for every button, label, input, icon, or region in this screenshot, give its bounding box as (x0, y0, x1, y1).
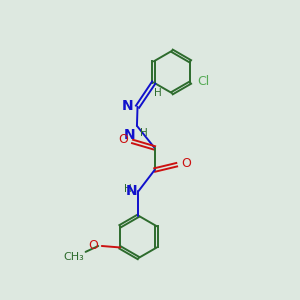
Text: H: H (124, 184, 132, 194)
Text: O: O (88, 239, 98, 252)
Text: O: O (181, 157, 191, 170)
Text: O: O (118, 134, 128, 146)
Text: N: N (125, 184, 137, 198)
Text: CH₃: CH₃ (63, 253, 84, 262)
Text: N: N (122, 99, 134, 113)
Text: H: H (140, 128, 148, 138)
Text: N: N (124, 128, 136, 142)
Text: H: H (154, 88, 162, 98)
Text: Cl: Cl (197, 75, 209, 88)
